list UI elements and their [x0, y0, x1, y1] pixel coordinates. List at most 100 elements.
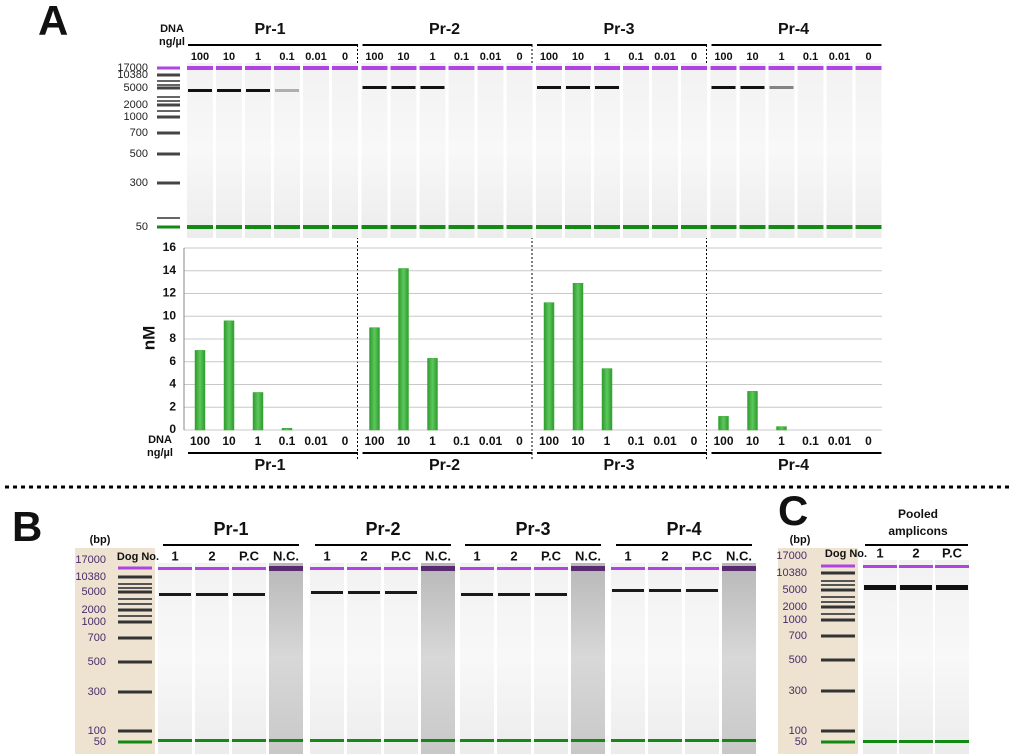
- marker-band: [449, 225, 475, 229]
- bar: [195, 350, 205, 430]
- axis-label: DNA: [160, 23, 184, 35]
- ladder-band: [821, 606, 855, 609]
- group-label: Pr-2: [365, 519, 400, 539]
- lane-label: P.C: [391, 548, 412, 563]
- lane-label: 0.1: [628, 51, 643, 63]
- marker-band: [478, 225, 504, 229]
- ladder-label: 17000: [776, 550, 807, 562]
- y-axis-label: nM: [139, 326, 158, 351]
- lane-label: 10: [572, 51, 584, 63]
- group-label: Pr-3: [603, 21, 634, 38]
- lane-label: 10: [746, 51, 758, 63]
- bar: [224, 321, 234, 430]
- ladder-band: [821, 659, 855, 662]
- x-tick-label: 10: [397, 434, 411, 448]
- sample-band: [385, 591, 417, 594]
- sample-band: [421, 86, 445, 89]
- lane-label: 0: [516, 51, 522, 63]
- group-label: Pr-3: [515, 519, 550, 539]
- marker-band: [769, 225, 795, 229]
- gel-lane: [158, 563, 192, 754]
- group-label: Pooled: [898, 507, 938, 521]
- lane-label: 0.01: [654, 51, 675, 63]
- lane-label: 0: [865, 51, 871, 63]
- ladder-label: 2000: [783, 601, 807, 613]
- x-tick-label: 0.1: [453, 434, 470, 448]
- marker-band: [269, 739, 303, 742]
- marker-band: [611, 567, 645, 570]
- ladder-label: 2000: [124, 99, 148, 111]
- marker-band: [648, 739, 682, 742]
- lane-label: 1: [323, 548, 330, 563]
- x-tick-label: 0: [516, 434, 523, 448]
- bar: [748, 391, 758, 430]
- ladder-band: [118, 598, 152, 600]
- sample-band: [196, 593, 228, 596]
- marker-band: [310, 567, 344, 570]
- marker-band: [863, 565, 897, 568]
- y-tick-label: 14: [163, 263, 177, 277]
- gel-lane: [856, 63, 882, 238]
- gel-lane: [391, 63, 417, 238]
- marker-band: [232, 567, 266, 570]
- ladder-band: [821, 580, 855, 582]
- lane-label: 2: [912, 545, 919, 560]
- marker-band: [245, 225, 271, 229]
- y-tick-label: 10: [163, 308, 177, 322]
- gel-lane: [232, 563, 266, 754]
- bar: [253, 392, 263, 430]
- ladder-band: [118, 621, 152, 624]
- marker-band: [827, 225, 853, 229]
- ladder-band: [821, 584, 855, 586]
- ladder-label: 300: [88, 686, 106, 698]
- lane-label: N.C.: [726, 548, 752, 563]
- ladder-band: [821, 690, 855, 693]
- lane-label: 2: [661, 548, 668, 563]
- axis-label: ng/µl: [147, 447, 173, 459]
- figure: A B C (bp) Dog No. (bp) Dog No. Pooled a…: [0, 0, 1018, 754]
- marker-band: [648, 567, 682, 570]
- marker-band: [158, 567, 192, 570]
- x-tick-label: 0.01: [828, 434, 852, 448]
- lane-label: P.C: [541, 548, 562, 563]
- sample-band: [498, 593, 530, 596]
- gel-lane: [420, 63, 446, 238]
- marker-band: [798, 66, 824, 70]
- marker-band: [534, 739, 568, 742]
- marker-band: [274, 66, 300, 70]
- lane-label: 0: [691, 51, 697, 63]
- bar: [602, 369, 612, 430]
- marker-band: [623, 66, 649, 70]
- sample-band: [535, 593, 567, 596]
- y-tick-label: 8: [169, 331, 176, 345]
- ladder-title: Dog No.: [825, 548, 867, 560]
- marker-band: [769, 66, 795, 70]
- marker-band: [332, 225, 358, 229]
- sample-band: [864, 585, 896, 590]
- lane-label: 1: [604, 51, 610, 63]
- sample-band: [233, 593, 265, 596]
- marker-band: [571, 566, 605, 571]
- lane-label: 0.1: [803, 51, 818, 63]
- lane-label: 1: [255, 51, 261, 63]
- gel-lane: [460, 563, 494, 754]
- group-label: Pr-4: [778, 21, 809, 38]
- bar: [370, 328, 380, 430]
- sample-band: [246, 89, 270, 92]
- x-tick-label: 100: [713, 434, 733, 448]
- marker-band: [421, 566, 455, 571]
- ladder-label: 17000: [75, 554, 106, 566]
- x-tick-label: 0.1: [802, 434, 819, 448]
- lane-label: 100: [540, 51, 558, 63]
- ladder-label: 500: [88, 656, 106, 668]
- x-tick-label: 0.01: [304, 434, 328, 448]
- ladder-band: [821, 601, 855, 603]
- gel-lane: [478, 63, 504, 238]
- lane-label: 10: [397, 51, 409, 63]
- marker-band: [384, 739, 418, 742]
- marker-band: [536, 225, 562, 229]
- lane-label: 10: [223, 51, 235, 63]
- ladder-band: [157, 217, 180, 219]
- gel-lane: [449, 63, 475, 238]
- gel-lane: [571, 563, 605, 754]
